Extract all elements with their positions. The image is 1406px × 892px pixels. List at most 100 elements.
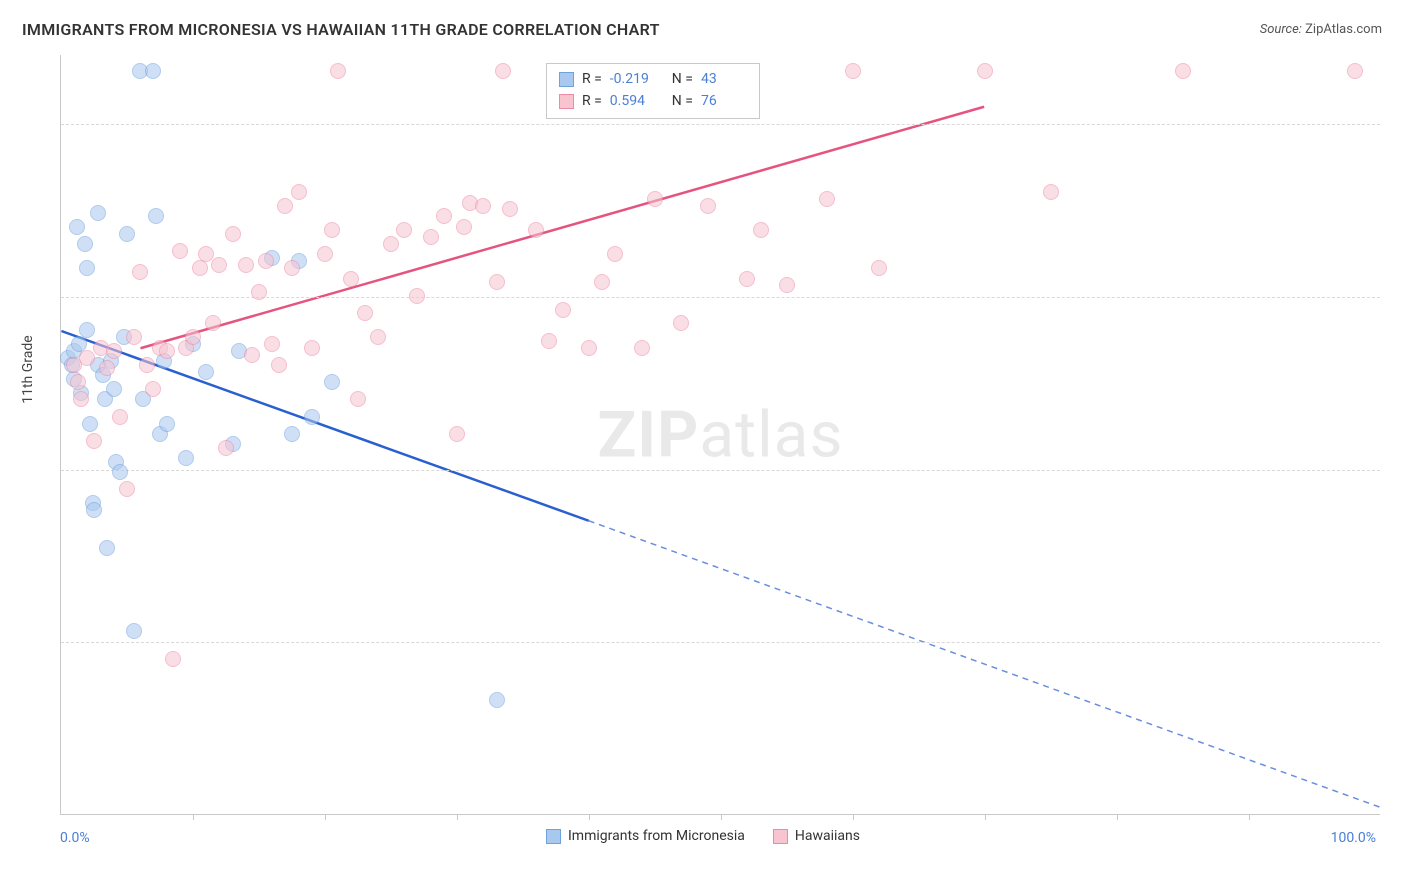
scatter-point <box>819 191 835 207</box>
scatter-point <box>304 340 320 356</box>
scatter-point <box>284 260 300 276</box>
scatter-point <box>159 343 175 359</box>
scatter-point <box>449 426 465 442</box>
scatter-point <box>423 229 439 245</box>
stats-box: R = -0.219 N = 43 R = 0.594 N = 76 <box>546 63 760 119</box>
scatter-point <box>350 391 366 407</box>
x-tick <box>853 814 854 820</box>
r-value-series1: -0.219 <box>610 71 656 87</box>
scatter-point <box>581 340 597 356</box>
scatter-point <box>409 288 425 304</box>
scatter-point <box>225 226 241 242</box>
n-label: N = <box>672 71 693 87</box>
scatter-point <box>99 360 115 376</box>
scatter-point <box>126 623 142 639</box>
scatter-point <box>277 198 293 214</box>
scatter-point <box>271 357 287 373</box>
scatter-point <box>1043 184 1059 200</box>
scatter-point <box>70 374 86 390</box>
scatter-point <box>79 260 95 276</box>
x-tick-max: 100.0% <box>1331 830 1376 846</box>
scatter-point <box>198 364 214 380</box>
scatter-point <box>264 336 280 352</box>
x-tick <box>985 814 986 820</box>
n-value-series2: 76 <box>701 93 747 109</box>
legend-label-series2: Hawaiians <box>795 828 860 844</box>
scatter-point <box>244 347 260 363</box>
y-axis-label: 11th Grade <box>20 335 36 403</box>
scatter-point <box>132 264 148 280</box>
scatter-point <box>148 208 164 224</box>
scatter-point <box>159 416 175 432</box>
scatter-point <box>489 692 505 708</box>
scatter-point <box>82 416 98 432</box>
scatter-point <box>139 357 155 373</box>
scatter-point <box>86 502 102 518</box>
scatter-point <box>172 243 188 259</box>
scatter-point <box>192 260 208 276</box>
scatter-point <box>436 208 452 224</box>
scatter-point <box>324 374 340 390</box>
scatter-point <box>185 329 201 345</box>
scatter-point <box>495 63 511 79</box>
scatter-point <box>218 440 234 456</box>
scatter-point <box>343 271 359 287</box>
scatter-point <box>251 284 267 300</box>
scatter-point <box>178 450 194 466</box>
scatter-point <box>700 198 716 214</box>
scatter-point <box>73 391 89 407</box>
chart-title: IMMIGRANTS FROM MICRONESIA VS HAWAIIAN 1… <box>22 20 660 39</box>
legend-swatch-series2 <box>773 829 788 844</box>
x-tick-min: 0.0% <box>60 830 90 846</box>
gridline-h <box>61 124 1380 125</box>
scatter-point <box>112 409 128 425</box>
y-tick-label: 100.0% <box>1390 116 1406 132</box>
x-tick <box>325 814 326 820</box>
scatter-point <box>211 257 227 273</box>
scatter-point <box>112 464 128 480</box>
source-attribution: Source: ZipAtlas.com <box>1260 22 1382 37</box>
x-tick <box>589 814 590 820</box>
scatter-point <box>165 651 181 667</box>
scatter-point <box>753 222 769 238</box>
scatter-point <box>79 322 95 338</box>
scatter-point <box>119 481 135 497</box>
scatter-point <box>145 381 161 397</box>
gridline-h <box>61 642 1380 643</box>
scatter-point <box>456 219 472 235</box>
scatter-point <box>77 236 93 252</box>
legend-swatch-series1 <box>546 829 561 844</box>
source-label: Source: <box>1260 22 1305 37</box>
scatter-point <box>555 302 571 318</box>
stats-row-series1: R = -0.219 N = 43 <box>559 68 747 90</box>
scatter-point <box>607 246 623 262</box>
x-tick <box>1117 814 1118 820</box>
scatter-point <box>541 333 557 349</box>
scatter-point <box>528 222 544 238</box>
legend-item-series2: Hawaiians <box>773 828 860 844</box>
scatter-point <box>673 315 689 331</box>
scatter-point <box>845 63 861 79</box>
scatter-point <box>99 540 115 556</box>
scatter-point <box>779 277 795 293</box>
r-label: R = <box>582 71 602 87</box>
scatter-point <box>647 191 663 207</box>
scatter-point <box>119 226 135 242</box>
x-tick <box>1249 814 1250 820</box>
scatter-point <box>383 236 399 252</box>
swatch-series1 <box>559 72 574 87</box>
scatter-point <box>594 274 610 290</box>
x-tick <box>721 814 722 820</box>
scatter-point <box>86 433 102 449</box>
scatter-point <box>357 305 373 321</box>
scatter-point <box>69 219 85 235</box>
x-tick <box>193 814 194 820</box>
scatter-point <box>1347 63 1363 79</box>
scatter-point <box>977 63 993 79</box>
scatter-point <box>205 315 221 331</box>
scatter-point <box>739 271 755 287</box>
scatter-point <box>324 222 340 238</box>
trend-line-dashed <box>589 521 1380 807</box>
scatter-point <box>284 426 300 442</box>
scatter-point <box>238 257 254 273</box>
